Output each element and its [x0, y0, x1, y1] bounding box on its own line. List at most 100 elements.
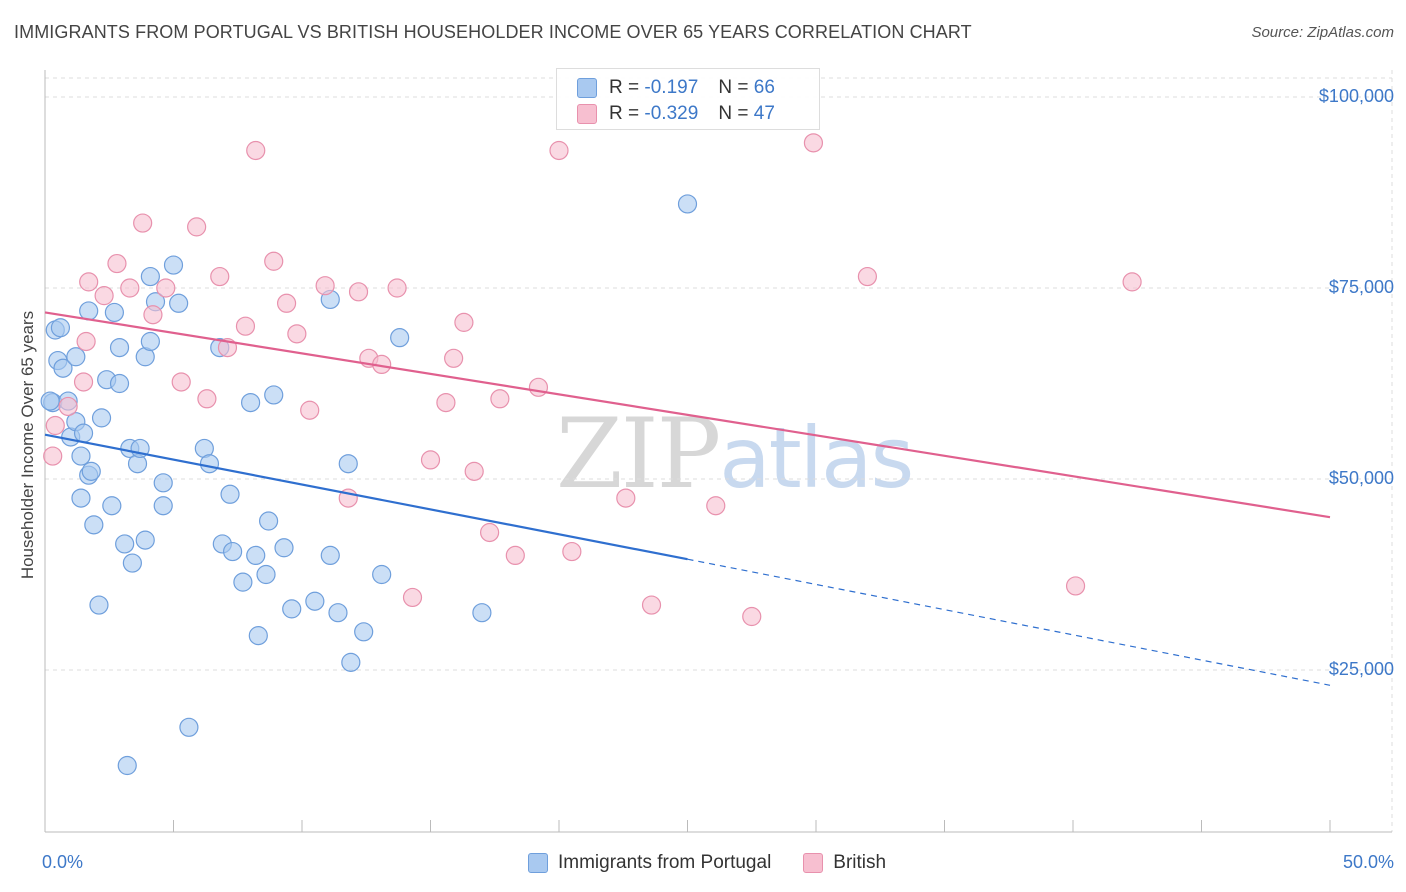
trend-line-extension-portugal: [687, 558, 1331, 686]
legend-item-portugal: Immigrants from Portugal: [528, 852, 771, 874]
point-portugal-34: [153, 473, 173, 493]
point-british-14: [197, 389, 217, 409]
point-portugal-43: [220, 484, 240, 504]
point-portugal-17: [91, 408, 112, 428]
point-portugal-53: [282, 599, 302, 619]
y-tick-label-50000: $50,000: [1328, 468, 1394, 488]
point-portugal-35: [153, 496, 173, 516]
point-portugal-4: [53, 358, 73, 378]
point-british-4: [76, 331, 96, 352]
x-tick-label-min: 0.0%: [42, 852, 84, 872]
y-tick-label-75000: $75,000: [1328, 277, 1394, 297]
point-british-11: [156, 278, 176, 298]
point-british-39: [549, 140, 569, 161]
point-british-48: [1122, 272, 1142, 292]
point-portugal-3: [50, 318, 71, 338]
point-portugal-61: [372, 564, 392, 585]
point-british-1: [45, 415, 65, 436]
legend-row-british: R = -0.329 N = 47: [577, 103, 775, 125]
point-portugal-44: [223, 541, 243, 562]
point-portugal-24: [117, 755, 137, 776]
point-portugal-8: [66, 347, 86, 367]
chart-title: IMMIGRANTS FROM PORTUGAL VS BRITISH HOUS…: [14, 22, 972, 42]
legend-swatch-portugal: [528, 853, 548, 873]
legend-r-label: R =: [609, 77, 640, 98]
point-british-3: [73, 372, 94, 392]
point-british-15: [210, 266, 230, 287]
legend-swatch-british: [577, 104, 597, 124]
legend-r-label: R =: [609, 103, 640, 124]
point-portugal-11: [73, 423, 94, 443]
point-british-30: [420, 450, 441, 470]
point-british-28: [387, 278, 407, 298]
point-portugal-46: [241, 393, 261, 413]
point-british-36: [490, 389, 510, 409]
point-portugal-31: [140, 331, 160, 352]
point-british-40: [562, 541, 582, 562]
y-axis-label: Householder Income Over 65 years: [18, 310, 37, 580]
point-portugal-64: [677, 194, 698, 214]
legend-r-value: -0.329: [644, 103, 699, 124]
legend-n-value: 47: [753, 103, 775, 124]
point-british-33: [454, 312, 474, 332]
point-portugal-9: [71, 446, 91, 466]
legend-label-british: British: [833, 852, 887, 873]
point-british-25: [348, 282, 369, 302]
point-british-32: [444, 348, 464, 368]
point-british-5: [79, 272, 99, 292]
point-portugal-45: [233, 572, 253, 592]
point-british-42: [641, 595, 662, 615]
point-portugal-21: [109, 337, 130, 358]
point-portugal-50: [258, 511, 279, 531]
point-british-23: [315, 276, 335, 296]
point-british-19: [264, 251, 284, 271]
point-portugal-63: [472, 603, 492, 623]
point-portugal-19: [102, 496, 122, 516]
point-british-10: [143, 305, 163, 325]
point-portugal-49: [256, 564, 276, 585]
point-portugal-51: [264, 385, 284, 405]
trend-line-portugal: [44, 433, 688, 561]
legend-swatch-british: [803, 853, 824, 873]
legend-item-british: British: [803, 852, 886, 874]
point-british-9: [133, 213, 153, 233]
point-portugal-54: [305, 591, 325, 611]
point-british-46: [857, 266, 878, 287]
trend-line-british: [44, 311, 1331, 519]
point-portugal-13: [81, 461, 101, 481]
point-portugal-38: [179, 717, 199, 737]
point-british-47: [1065, 576, 1086, 596]
point-british-38: [528, 377, 549, 397]
point-portugal-52: [274, 538, 294, 558]
point-portugal-57: [328, 603, 348, 623]
series-legend: Immigrants from Portugal British: [528, 852, 918, 874]
legend-label-portugal: Immigrants from Portugal: [558, 852, 772, 873]
point-british-13: [187, 217, 207, 237]
point-portugal-22: [109, 373, 130, 394]
point-british-17: [235, 316, 256, 336]
point-portugal-14: [79, 301, 99, 321]
point-portugal-36: [163, 255, 184, 275]
point-portugal-47: [246, 545, 266, 566]
point-british-45: [803, 133, 824, 153]
point-british-6: [94, 286, 114, 306]
point-british-44: [742, 606, 762, 627]
point-portugal-65: [40, 391, 60, 411]
point-british-35: [480, 522, 500, 543]
point-british-0: [43, 446, 63, 466]
legend-n-label: N =: [718, 77, 749, 98]
y-tick-label-100000: $100,000: [1318, 86, 1394, 106]
x-tick-label-max: 50.0%: [1342, 852, 1394, 872]
point-british-20: [276, 293, 297, 313]
point-portugal-37: [169, 293, 189, 313]
point-british-7: [107, 253, 127, 274]
point-portugal-58: [338, 454, 358, 474]
legend-n-value: 66: [753, 77, 775, 98]
point-british-2: [58, 396, 78, 417]
correlation-legend: R = -0.197 N = 66 R = -0.329 N = 47: [556, 68, 820, 130]
point-portugal-10: [71, 488, 91, 508]
legend-n-label: N =: [718, 103, 749, 124]
point-british-8: [120, 278, 140, 298]
point-british-34: [464, 461, 484, 481]
